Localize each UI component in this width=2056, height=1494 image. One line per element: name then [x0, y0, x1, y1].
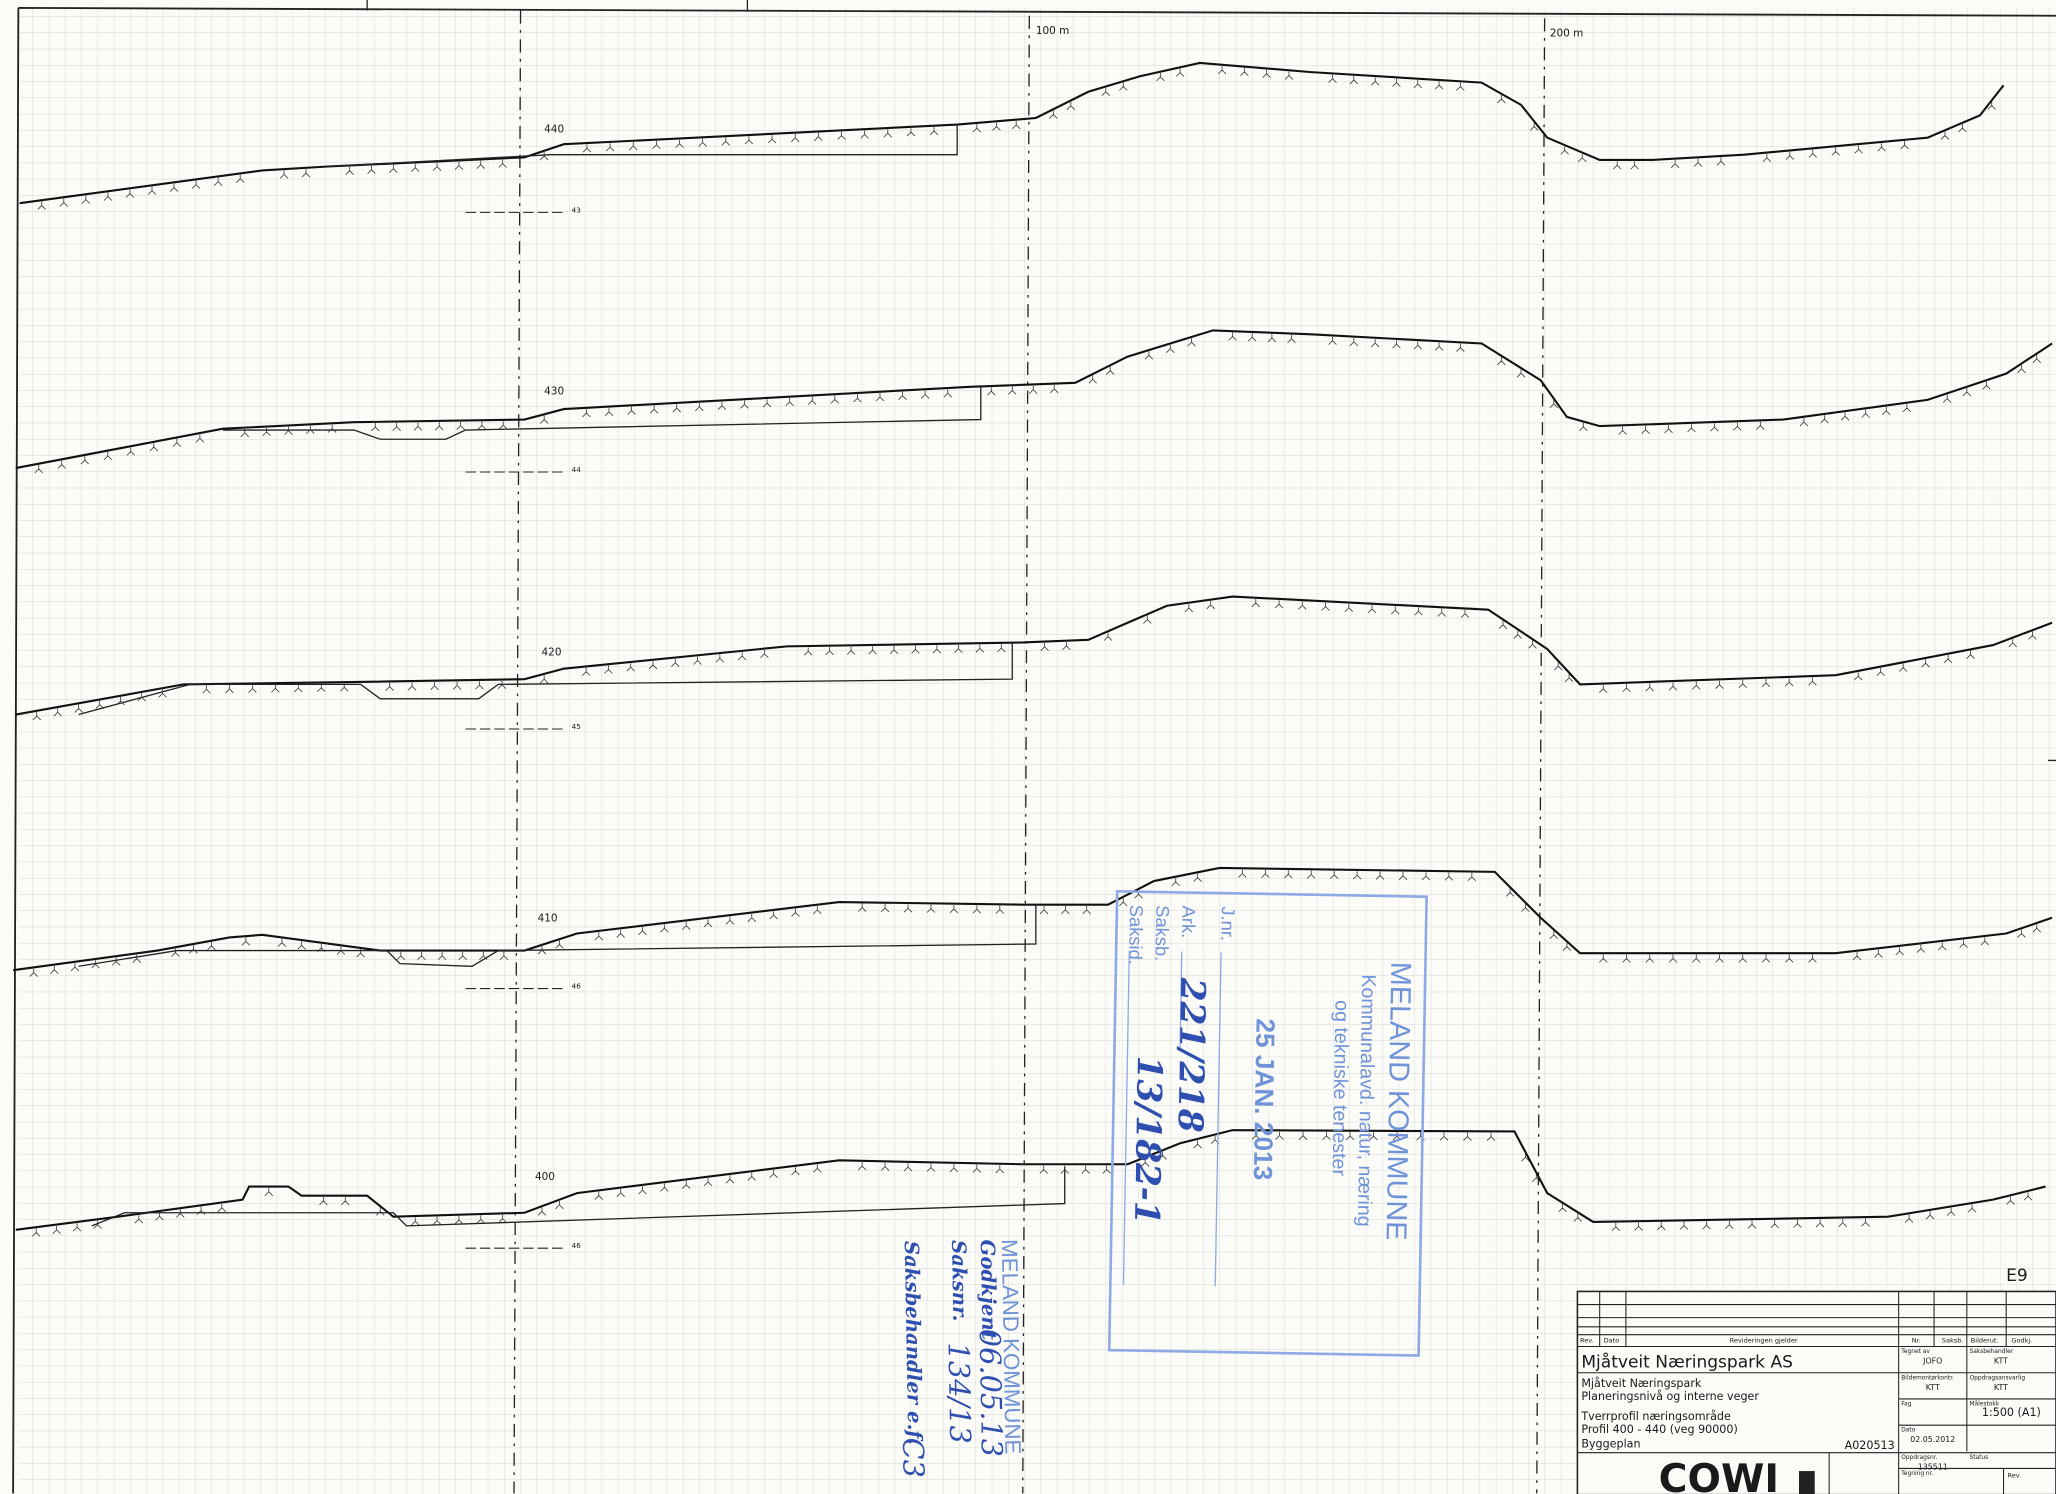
profile-label: 420	[542, 647, 562, 659]
field-label: Bildemontørkontr.	[1901, 1375, 1954, 1381]
handwriting: 13/182-1	[1126, 1055, 1169, 1225]
frame	[12, 6, 2056, 1494]
ground-symbols	[29, 869, 2041, 977]
stamp-org: MELAND KOMMUNE	[997, 1239, 1026, 1455]
header-label: Revideringen gjelder	[1730, 1337, 1798, 1345]
ground-symbols	[37, 66, 1996, 210]
doc-code: A020513	[1845, 1439, 1895, 1452]
handwriting: 06.05.13	[973, 1328, 1009, 1457]
design-line	[91, 1166, 1066, 1227]
field-label: Målestokk	[1969, 1401, 1999, 1408]
stamp-org: MELAND KOMMUNE	[1380, 962, 1417, 1241]
stamp-line: Saksbehandler e.f.	[900, 1241, 927, 1445]
stamp-field: Saksid.	[1125, 905, 1147, 966]
stamp-line: Godkjent	[976, 1239, 1001, 1340]
handwriting: 221/218	[1170, 976, 1213, 1132]
profile-label: 440	[544, 123, 564, 135]
station-lines	[513, 10, 1546, 1494]
stamp-line: Saksnr.	[947, 1240, 971, 1322]
design-line	[222, 386, 982, 440]
field-value: 135511	[1918, 1463, 1948, 1472]
design-line	[78, 904, 1037, 967]
sheet-number: E9	[2006, 1266, 2028, 1286]
handwriting: C3	[896, 1437, 931, 1478]
ground-symbols	[34, 332, 2041, 474]
field-label: Fag	[1901, 1402, 1911, 1408]
company: COWI	[1659, 1456, 1779, 1494]
title-block: Rev. Dato Revideringen gjelder Nr. Saksb. Bil…	[1576, 1290, 2056, 1494]
header-label: Rev.	[1580, 1337, 1594, 1345]
design-line	[78, 642, 1013, 716]
reference-label: 46	[572, 982, 582, 991]
approved-stamp: MELAND KOMMUNE Godkjent 06.05.13 Saksnr.…	[896, 1239, 1026, 1478]
design-line	[327, 124, 958, 168]
reference-label: 44	[572, 465, 582, 474]
received-stamp: MELAND KOMMUNE Kommunalavd. natur, nærin…	[1107, 889, 1428, 1357]
frame-ticks	[366, 0, 2056, 762]
header-label: Bilderut.	[1971, 1337, 1999, 1345]
stamp-lines	[1122, 950, 1222, 1287]
stamp-field: Saksb.	[1151, 905, 1173, 961]
field-value: KTT	[1994, 1383, 2008, 1392]
terrain-line	[15, 595, 2053, 716]
profiles: 440 43 430 44 420 45 410 46 400 46	[12, 61, 2053, 1250]
terrain-line	[15, 329, 2053, 470]
terrain-line	[15, 1129, 2046, 1231]
field-label: Oppdragsansvarlig	[1969, 1375, 2025, 1381]
project: Mjåtveit Næringspark	[1581, 1377, 1702, 1390]
field-label: Saksbehandler	[1969, 1349, 2013, 1355]
handwriting: 134/13	[942, 1342, 978, 1444]
header-label: Nr.	[1912, 1337, 1921, 1345]
header-label: Saksb.	[1942, 1337, 1964, 1345]
profile-label: 430	[544, 386, 564, 398]
field-value: KTT	[1994, 1357, 2008, 1366]
station-label: 200 m	[1550, 28, 1584, 40]
field-value: 02.05.2012	[1910, 1435, 1955, 1444]
field-value: KTT	[1926, 1383, 1940, 1392]
station-label: 100 m	[1036, 25, 1070, 37]
reference-label: 46	[572, 1241, 582, 1250]
reference-label: 45	[572, 722, 581, 731]
logo-mark	[1799, 1471, 1815, 1494]
ground-symbols	[32, 599, 2037, 721]
drawing-title: Byggeplan	[1581, 1437, 1640, 1450]
stamp-dept: Kommunalavd. natur, næring	[1353, 974, 1379, 1227]
project: Planeringsnivå og interne veger	[1581, 1390, 1759, 1403]
stamp-field: J.nr.	[1217, 906, 1239, 941]
field-label: Rev.	[2007, 1472, 2021, 1480]
field-label: Tegning nr.	[1900, 1471, 1933, 1477]
client: Mjåtveit Næringspark AS	[1581, 1351, 1793, 1372]
ground-symbols	[31, 1131, 2033, 1237]
field-value: JOFO	[1922, 1357, 1942, 1366]
drawing-title: Tverrprofil næringsområde	[1580, 1410, 1731, 1423]
reference-label: 43	[572, 205, 581, 214]
header-label: Godkj.	[2011, 1337, 2032, 1345]
title-rules	[1577, 1291, 2056, 1494]
title-frame	[1576, 1290, 2056, 1494]
field-label: Tegnet av	[1900, 1349, 1930, 1355]
stamp-field: Ark.	[1178, 905, 1200, 938]
header-label: Dato	[1604, 1337, 1620, 1345]
profile-label: 400	[535, 1171, 555, 1183]
stamp-date: 25 JAN. 2013	[1248, 1018, 1281, 1180]
terrain-line	[12, 866, 2053, 972]
profile-label: 410	[538, 913, 558, 925]
field-value: 1:500 (A1)	[1982, 1406, 2041, 1419]
stamp-dept: og tekniske tenester	[1328, 1000, 1353, 1177]
field-label: Oppdragsnr.	[1901, 1455, 1937, 1461]
field-label: Status	[1969, 1455, 1988, 1461]
field-label: Dato	[1901, 1428, 1915, 1434]
stamp-frame	[1107, 889, 1428, 1357]
grid	[18, 7, 2056, 1494]
drawing-title: Profil 400 - 440 (veg 90000)	[1581, 1423, 1737, 1436]
